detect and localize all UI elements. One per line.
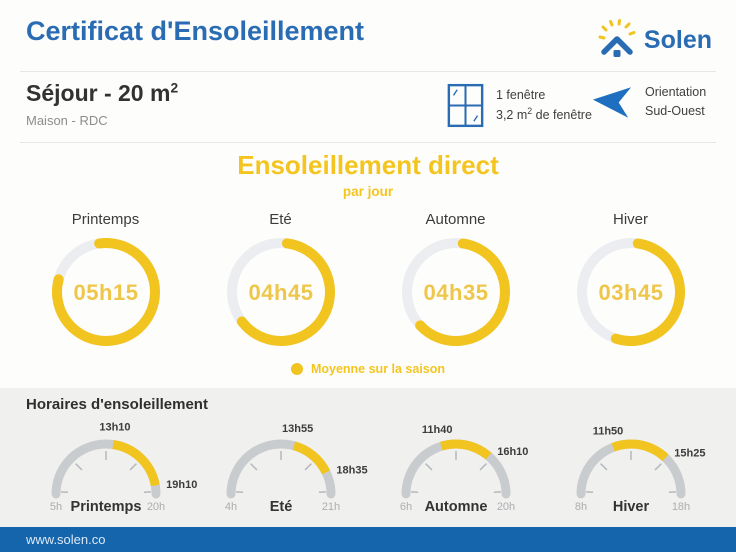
season-label: Eté bbox=[269, 211, 292, 228]
window-icon bbox=[447, 83, 484, 128]
orientation-details: Orientation Sud-Ouest bbox=[645, 83, 706, 122]
divider bbox=[20, 142, 716, 143]
legend-label: Moyenne sur la saison bbox=[310, 362, 446, 376]
room-subtitle: Maison - RDC bbox=[26, 113, 108, 128]
season-label: Printemps bbox=[71, 211, 140, 228]
orientation-label: Orientation bbox=[645, 85, 707, 99]
hiver-horaires-gauge: 11h50 15h25 8h Hiver 18h bbox=[574, 425, 705, 515]
brand-name: Solen bbox=[643, 25, 712, 54]
gauge-column: 11h50 15h25 8h Hiver 18h bbox=[543, 420, 718, 516]
sunlight-hours-title: Horaires d'ensoleillement bbox=[26, 396, 208, 413]
printemps-horaires-gauge: 13h10 19h10 5h Printemps 20h bbox=[49, 422, 197, 515]
hiver-ring-gauge: 03h45 bbox=[576, 238, 685, 346]
gauge-column: 13h10 19h10 5h Printemps 20h bbox=[18, 420, 197, 516]
season-column: Printemps 05h15 bbox=[18, 211, 193, 349]
direct-sunlight-subtitle: par jour bbox=[342, 184, 394, 199]
ring-value: 04h45 bbox=[248, 280, 313, 305]
printemps-ring-gauge: 05h15 bbox=[51, 238, 160, 346]
room-title: Séjour - 20 m2 bbox=[26, 80, 179, 106]
gauge-column: 13h55 18h35 4h Eté 21h bbox=[193, 420, 368, 516]
sun-start-time: 11h40 bbox=[421, 424, 452, 436]
season-label: Hiver bbox=[612, 211, 648, 228]
sun-end-time: 19h10 bbox=[166, 479, 197, 491]
sunlight-hours-section: Horaires d'ensoleillement 13h10 19h10 5h Pr… bbox=[0, 388, 736, 527]
sun-start-time: 13h10 bbox=[99, 422, 130, 434]
window-count: 1 fenêtre bbox=[496, 87, 546, 102]
season-column: Hiver 03h45 bbox=[543, 211, 718, 349]
scale-min-label: 5h bbox=[49, 501, 61, 513]
automne-ring-gauge: 04h35 bbox=[401, 238, 510, 346]
arc-gauges-row: 13h10 19h10 5h Printemps 20h 13h55 18h35 4h Eté 2… bbox=[18, 420, 718, 516]
season-label: Automne bbox=[424, 499, 487, 515]
solen-house-sun-icon bbox=[597, 19, 637, 60]
ring-value: 03h45 bbox=[598, 280, 663, 305]
window-details: 1 fenêtre 3,2 m2 de fenêtre bbox=[496, 86, 592, 126]
scale-min-label: 4h bbox=[224, 501, 236, 513]
window-info: 1 fenêtre 3,2 m2 de fenêtre bbox=[447, 83, 592, 128]
automne-horaires-gauge: 11h40 16h10 6h Automne 20h bbox=[399, 424, 528, 515]
footer-bar: www.solen.co bbox=[0, 527, 736, 552]
season-label: Eté bbox=[269, 499, 292, 515]
legend: Moyenne sur la saison bbox=[0, 362, 736, 376]
eté-horaires-gauge: 13h55 18h35 4h Eté 21h bbox=[224, 423, 367, 515]
window-area: 3,2 m2 de fenêtre bbox=[496, 105, 592, 123]
scale-max-label: 21h bbox=[321, 501, 339, 513]
sun-end-time: 16h10 bbox=[497, 446, 528, 458]
orientation-value: Sud-Ouest bbox=[645, 104, 705, 119]
legend-dot-icon bbox=[290, 363, 303, 375]
direct-sunlight-title: Ensoleillement direct bbox=[237, 150, 499, 180]
ring-gauges-row: Printemps 05h15 Eté 04h45 Automne 04h35 Hiver 0… bbox=[18, 211, 718, 349]
scale-max-label: 20h bbox=[496, 501, 514, 513]
scale-max-label: 18h bbox=[671, 501, 689, 513]
orientation-info: Orientation Sud-Ouest bbox=[591, 83, 706, 122]
page-title: Certificat d'Ensoleillement bbox=[26, 16, 365, 46]
ring-value: 04h35 bbox=[423, 280, 488, 305]
gauge-column: 11h40 16h10 6h Automne 20h bbox=[368, 420, 543, 516]
scale-max-label: 20h bbox=[146, 501, 164, 513]
season-column: Eté 04h45 bbox=[193, 211, 368, 349]
divider bbox=[20, 71, 716, 72]
season-column: Automne 04h35 bbox=[368, 211, 543, 349]
sun-start-time: 11h50 bbox=[592, 425, 623, 437]
compass-arrow-icon bbox=[591, 85, 633, 120]
eté-ring-gauge: 04h45 bbox=[226, 238, 335, 346]
season-label: Hiver bbox=[612, 499, 649, 515]
ring-value: 05h15 bbox=[73, 280, 138, 305]
sun-start-time: 13h55 bbox=[282, 423, 313, 435]
season-label: Automne bbox=[425, 211, 486, 228]
footer-url: www.solen.co bbox=[26, 532, 106, 547]
season-label: Printemps bbox=[70, 499, 141, 515]
sun-end-time: 15h25 bbox=[674, 448, 705, 460]
solen-logo: Solen bbox=[597, 19, 712, 60]
sun-end-time: 18h35 bbox=[336, 464, 367, 476]
scale-min-label: 8h bbox=[574, 501, 586, 513]
scale-min-label: 6h bbox=[399, 501, 411, 513]
